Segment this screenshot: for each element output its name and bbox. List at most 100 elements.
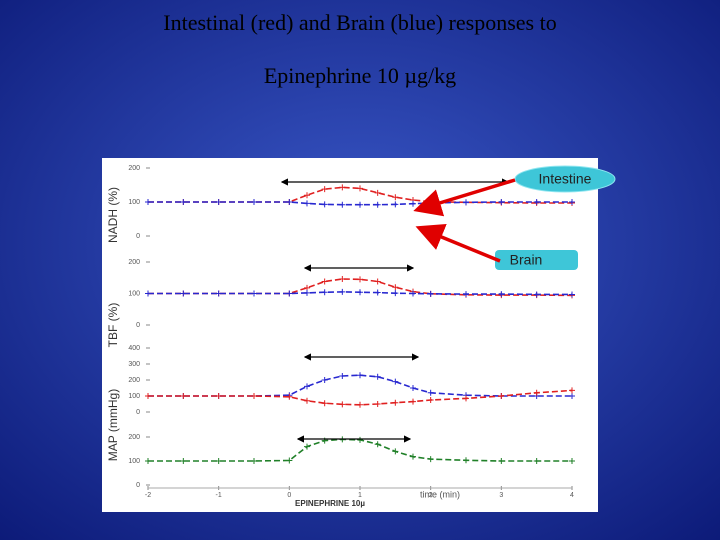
point-marker: [374, 201, 381, 208]
pointer-arrow: [413, 178, 516, 217]
y-tick-label: 0: [136, 322, 140, 329]
point-marker: [304, 200, 310, 207]
point-marker: [321, 377, 328, 383]
point-marker: [533, 199, 540, 205]
point-marker: [463, 199, 469, 206]
point-marker: [392, 448, 399, 455]
point-marker: [392, 201, 399, 208]
point-marker: [463, 457, 469, 464]
point-marker: [569, 387, 575, 394]
point-marker: [339, 276, 346, 283]
point-marker: [374, 401, 381, 407]
y-axis-label: TBF (%): [106, 303, 120, 348]
y-tick-label: 0: [136, 482, 140, 489]
point-marker: [286, 393, 293, 400]
y-tick-label: 0: [136, 233, 140, 240]
point-marker: [463, 291, 469, 298]
point-marker: [357, 372, 363, 379]
x-axis-label: time (min): [420, 489, 460, 499]
point-marker: [498, 458, 505, 464]
point-marker: [569, 291, 575, 298]
y-axis-label: MAP (mmHg): [106, 389, 120, 461]
x-tick-label: 0: [287, 492, 291, 499]
point-marker: [410, 398, 416, 405]
y-tick-label: 0: [136, 409, 140, 416]
chart-panel: [102, 158, 598, 512]
point-marker: [339, 288, 346, 295]
point-marker: [427, 456, 434, 463]
x-tick-label: 1: [358, 492, 362, 499]
point-marker: [145, 458, 151, 464]
point-marker: [180, 458, 187, 464]
x-tick-label: 3: [499, 492, 503, 499]
x-tick-label: -2: [145, 492, 151, 499]
brain-callout: [495, 250, 578, 270]
pointer-arrow: [415, 224, 501, 263]
point-marker: [304, 289, 310, 296]
x-tick-label: 2: [429, 492, 433, 499]
y-tick-label: 100: [128, 458, 140, 465]
y-tick-label: 100: [128, 393, 140, 400]
point-marker: [357, 289, 363, 296]
point-marker: [374, 289, 381, 296]
y-tick-label: 200: [128, 377, 140, 384]
y-tick-label: 100: [128, 290, 140, 297]
point-marker: [286, 457, 293, 464]
point-marker: [339, 201, 346, 208]
point-marker: [533, 389, 540, 396]
point-marker: [251, 199, 257, 205]
point-marker: [321, 201, 328, 208]
title-line: Intestinal (red) and Brain (blue) respon…: [163, 10, 556, 35]
point-marker: [304, 397, 310, 404]
point-marker: [339, 373, 346, 379]
point-marker: [410, 385, 416, 391]
point-marker: [357, 185, 363, 192]
point-marker: [357, 201, 363, 208]
point-marker: [215, 393, 222, 399]
y-tick-label: 200: [128, 259, 140, 266]
point-marker: [392, 399, 399, 406]
y-axis-label: NADH (%): [106, 187, 120, 243]
point-marker: [427, 397, 434, 403]
x-tick-label: 4: [570, 492, 574, 499]
y-tick-label: 200: [128, 165, 140, 172]
x-annotation: EPINEPHRINE 10µ: [295, 499, 365, 508]
point-marker: [180, 199, 187, 205]
y-tick-label: 300: [128, 361, 140, 368]
point-marker: [251, 290, 257, 297]
point-marker: [498, 393, 505, 399]
point-marker: [427, 290, 434, 297]
point-marker: [392, 194, 399, 201]
point-marker: [321, 289, 328, 296]
point-marker: [569, 199, 575, 205]
point-marker: [392, 378, 399, 385]
point-marker: [427, 389, 434, 396]
title-line: Epinephrine 10 µg/kg: [264, 63, 456, 88]
point-marker: [304, 383, 310, 390]
point-marker: [569, 458, 575, 464]
point-marker: [374, 278, 381, 285]
point-marker: [569, 393, 575, 399]
point-marker: [251, 393, 257, 399]
point-marker: [215, 199, 222, 205]
point-marker: [339, 401, 346, 408]
point-marker: [145, 393, 151, 399]
point-marker: [145, 290, 151, 297]
point-marker: [180, 393, 187, 399]
point-marker: [321, 278, 328, 285]
point-marker: [304, 192, 310, 199]
point-marker: [392, 290, 399, 297]
point-marker: [180, 290, 187, 297]
x-tick-label: -1: [216, 492, 222, 499]
y-tick-label: 200: [128, 434, 140, 441]
point-marker: [215, 458, 222, 464]
point-marker: [321, 400, 328, 407]
intestine-callout: [514, 165, 616, 193]
point-marker: [145, 199, 151, 205]
duration-arrows: [280, 178, 510, 443]
point-marker: [286, 290, 293, 297]
callout-label: Brain: [510, 252, 543, 268]
point-marker: [304, 443, 310, 450]
point-marker: [357, 276, 363, 283]
point-marker: [374, 189, 381, 196]
